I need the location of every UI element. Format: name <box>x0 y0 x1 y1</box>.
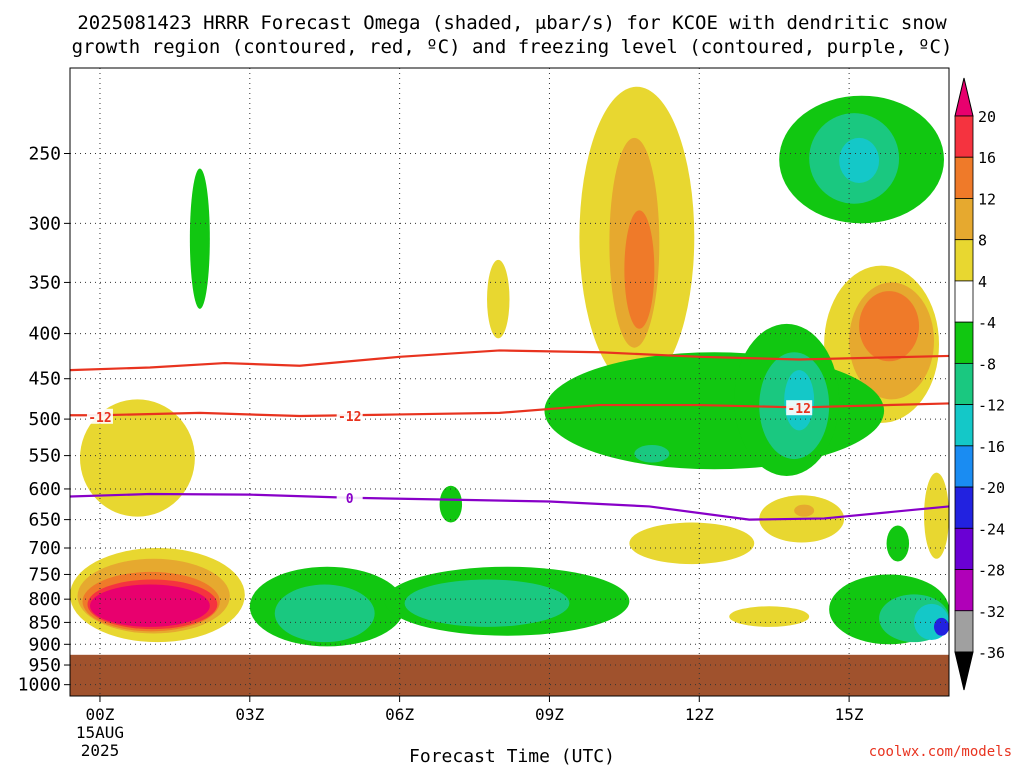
y-tick-label: 850 <box>28 612 61 633</box>
dendritic-contour <box>70 349 949 372</box>
colorbar-label: -4 <box>978 314 996 332</box>
colorbar-label: -28 <box>978 562 1005 580</box>
colorbar-top-arrow <box>954 77 974 117</box>
colorbar-label: 20 <box>978 108 996 126</box>
colorbar-label: -12 <box>978 397 1005 415</box>
y-tick-label: 550 <box>28 446 61 467</box>
contour-label: 0 <box>346 492 354 507</box>
colorbar-label: -24 <box>978 520 1005 538</box>
colorbar-label: 8 <box>978 232 987 250</box>
credit-link[interactable]: coolwx.com/models <box>868 744 1012 760</box>
y-tick-label: 700 <box>28 538 61 559</box>
contour-label: -12 <box>787 402 810 417</box>
colorbar-label: -32 <box>978 603 1005 621</box>
y-tick-label: 750 <box>28 564 61 585</box>
omega-blob <box>487 259 510 339</box>
y-tick-label: 400 <box>28 324 61 345</box>
omega-blob <box>79 399 195 517</box>
colorbar-swatch <box>954 445 974 488</box>
y-tick-label: 900 <box>28 634 61 655</box>
omega-shading <box>70 86 949 647</box>
omega-blob <box>924 472 949 559</box>
omega-blob <box>439 485 463 523</box>
y-tick-label: 1000 <box>18 675 61 696</box>
colorbar-label: 12 <box>978 190 996 208</box>
omega-blob <box>794 504 815 517</box>
colorbar-label: -20 <box>978 479 1005 497</box>
colorbar-swatch <box>954 280 974 323</box>
colorbar-label: 4 <box>978 273 987 291</box>
omega-blob <box>886 525 910 562</box>
colorbar-swatch <box>954 198 974 241</box>
colorbar-swatch <box>954 569 974 612</box>
y-tick-label: 600 <box>28 479 61 500</box>
y-tick-label: 300 <box>28 213 61 234</box>
chart-title-line2: growth region (contoured, red, ºC) and f… <box>71 36 953 58</box>
omega-blob <box>624 210 655 329</box>
omega-blob <box>274 584 375 643</box>
chart-title-line1: 2025081423 HRRR Forecast Omega (shaded, … <box>77 12 947 34</box>
colorbar-swatch <box>954 239 974 282</box>
contour-label: -12 <box>338 410 361 425</box>
omega-blob <box>404 579 570 627</box>
plot-frame <box>69 67 950 697</box>
colorbar-swatch <box>954 156 974 199</box>
omega-blob <box>89 584 210 627</box>
colorbar-bottom-arrow <box>954 651 974 691</box>
omega-blob <box>634 445 670 463</box>
colorbar-label: -16 <box>978 438 1005 456</box>
y-tick-label: 250 <box>28 143 61 164</box>
x-tick-sublabel: 2025 <box>81 741 120 760</box>
x-tick-label: 06Z <box>385 705 414 724</box>
omega-blob <box>629 522 755 565</box>
contour-label-bg <box>786 400 813 416</box>
colorbar-swatch <box>954 321 974 364</box>
x-tick-label: 03Z <box>235 705 264 724</box>
y-tick-label: 950 <box>28 655 61 676</box>
temperature-contours: -12 -12 -12 0 <box>70 349 949 521</box>
y-tick-label: 800 <box>28 589 61 610</box>
x-tick-label: 15Z <box>835 705 864 724</box>
ground-below-surface <box>70 654 949 696</box>
colorbar-label: -36 <box>978 644 1005 662</box>
y-tick-label: 500 <box>28 409 61 430</box>
dendritic-contour <box>70 402 949 418</box>
x-tick-sublabel: 15AUG <box>76 723 124 742</box>
colorbar-swatch <box>954 486 974 529</box>
contour-label-bg <box>86 408 113 424</box>
freezing-level-contour <box>70 492 949 521</box>
omega-blob <box>729 606 810 627</box>
colorbar-label: -8 <box>978 355 996 373</box>
y-axis-ticks: 2503003504004505005506006507007508008509… <box>18 143 70 696</box>
y-tick-label: 450 <box>28 369 61 390</box>
x-tick-label: 09Z <box>535 705 564 724</box>
y-tick-label: 350 <box>28 272 61 293</box>
contour-label-bg <box>336 408 363 424</box>
omega-blob <box>189 168 210 309</box>
x-tick-label: 00Z <box>86 705 115 724</box>
omega-blob <box>839 137 880 183</box>
x-tick-label: 12Z <box>685 705 714 724</box>
x-axis-label: Forecast Time (UTC) <box>409 746 615 767</box>
colorbar-label: 16 <box>978 149 996 167</box>
colorbar-swatch <box>954 610 974 653</box>
colorbar: 20 16 12 8 4 -4 -8 -12 -16 -20 -24 -28 -32 -36 <box>954 77 1005 691</box>
omega-blob <box>859 291 920 362</box>
colorbar-swatch <box>954 115 974 158</box>
colorbar-swatch <box>954 362 974 406</box>
omega-blob <box>934 617 949 636</box>
contour-label-bg <box>336 489 363 505</box>
contour-label: -12 <box>88 411 111 426</box>
colorbar-swatch <box>954 527 974 570</box>
colorbar-swatch <box>954 404 974 447</box>
y-tick-label: 650 <box>28 510 61 531</box>
